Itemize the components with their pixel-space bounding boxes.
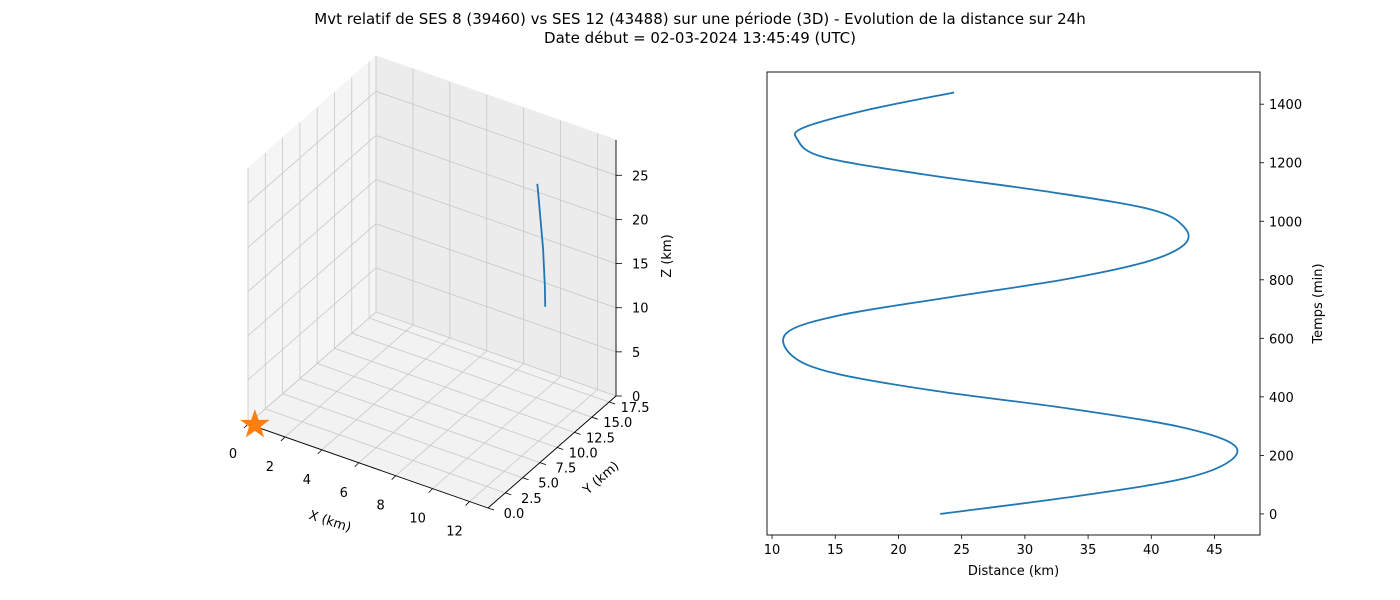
x-tick-label-2d: 15 <box>827 543 844 558</box>
axes-3d-data <box>240 183 547 438</box>
grid-z-backwall <box>375 179 617 264</box>
x-tick-label-2d: 35 <box>1080 543 1097 558</box>
z-tick-label-3d: 20 <box>632 213 649 228</box>
z-tick-label-3d: 15 <box>632 258 649 273</box>
x-tick-label-2d: 30 <box>1017 543 1034 558</box>
y-tick-label-2d: 1400 <box>1269 98 1302 113</box>
grid-z-leftwall <box>247 91 377 204</box>
grid-z-leftwall <box>247 223 377 337</box>
y-tick-3d <box>557 447 564 450</box>
grid-z-backwall <box>375 135 617 220</box>
y-tick-3d <box>487 507 495 511</box>
y-axis-label-2d: Temps (min) <box>1311 263 1326 344</box>
plot-frame <box>766 71 1261 536</box>
y-tick-label-3d: 10.0 <box>569 446 598 461</box>
grid-z-backwall <box>375 311 617 397</box>
y-tick-label-2d: 0 <box>1269 508 1277 523</box>
y-tick-3d <box>505 492 512 496</box>
x-tick-label-2d: 40 <box>1143 543 1160 558</box>
x-tick-3d <box>280 436 286 442</box>
grid-z-backwall <box>375 267 617 353</box>
grid-y-floor <box>334 347 575 433</box>
y-tick-label-3d: 7.5 <box>556 462 577 477</box>
grid-x-floor <box>358 350 488 464</box>
y-tick-3d <box>608 401 616 405</box>
z-tick-label-3d: 25 <box>632 169 649 184</box>
axes-2d-data <box>782 91 1239 515</box>
y-axis-label-3d: Y (km) <box>580 459 623 499</box>
y-tick-label-3d: 5.0 <box>538 477 559 492</box>
z-tick-label-3d: 5 <box>632 346 640 361</box>
y-tick-label-2d: 400 <box>1269 391 1294 406</box>
x-tick-3d <box>317 449 323 455</box>
x-tick-3d <box>428 488 433 493</box>
y-tick-3d <box>539 462 547 465</box>
y-tick-3d <box>591 416 598 420</box>
star-marker <box>240 409 270 438</box>
grid-x-floor <box>321 337 451 451</box>
y-tick-label-2d: 1200 <box>1269 157 1302 172</box>
trajectory-line-3d <box>536 183 547 307</box>
grid-x-floor <box>469 389 598 502</box>
x-tick-3d <box>354 462 360 468</box>
x-tick-label-3d: 2 <box>266 460 274 475</box>
figure-title-line1: Mvt relatif de SES 8 (39460) vs SES 12 (… <box>314 10 1086 28</box>
x-tick-label-2d: 20 <box>890 543 907 558</box>
y-tick-label-3d: 0.0 <box>504 507 525 522</box>
y-tick-3d <box>522 477 529 481</box>
x-tick-3d <box>465 501 470 506</box>
grid-x-floor <box>395 363 524 476</box>
x-axis-line-3d <box>247 423 489 509</box>
distance-curve <box>782 91 1239 515</box>
grid-z-leftwall <box>247 179 377 292</box>
grid-y-floor <box>368 317 610 403</box>
x-tick-label-2d: 45 <box>1206 543 1223 558</box>
x-tick-label-2d: 10 <box>764 543 781 558</box>
axes-3d-ticks: 0246810120.02.55.07.510.012.515.017.5051… <box>229 140 650 540</box>
grid-y-floor <box>282 393 523 479</box>
z-tick-label-3d: 0 <box>632 390 640 405</box>
x-tick-label-3d: 10 <box>409 512 426 527</box>
x-axis-label-3d: X (km) <box>307 508 353 536</box>
y-tick-label-2d: 200 <box>1269 449 1294 464</box>
grid-y-floor <box>317 363 558 448</box>
grid-y-floor <box>299 378 541 463</box>
grid-z-backwall <box>375 90 617 176</box>
y-tick-label-3d: 15.0 <box>603 416 632 431</box>
x-tick-label-3d: 4 <box>303 473 311 488</box>
x-tick-label-3d: 12 <box>446 525 463 540</box>
grid-z-leftwall <box>247 267 377 381</box>
y-tick-3d <box>574 431 581 435</box>
axes-3d: 0246810120.02.55.07.510.012.515.017.5051… <box>229 54 675 540</box>
figure-title-line2: Date début = 02-03-2024 13:45:49 (UTC) <box>544 29 856 47</box>
x-tick-label-2d: 25 <box>953 543 970 558</box>
axes-3d-panes <box>247 54 617 509</box>
z-tick-label-3d: 10 <box>632 302 649 317</box>
grid-y-floor <box>265 408 506 494</box>
y-axis-line-3d <box>487 395 617 509</box>
y-tick-label-2d: 1000 <box>1269 215 1302 230</box>
y-tick-label-3d: 17.5 <box>621 401 650 416</box>
x-tick-label-3d: 0 <box>229 447 237 462</box>
grid-z-leftwall <box>247 311 377 425</box>
grid-x-floor <box>284 324 414 438</box>
grid-z-backwall <box>375 223 617 309</box>
z-axis-label-3d: Z (km) <box>660 234 675 277</box>
x-axis-label-2d: Distance (km) <box>968 564 1059 579</box>
grid-x-floor <box>432 376 561 489</box>
grid-y-floor <box>351 332 592 418</box>
axes-2d-ticks: 10 15 20 25 30 35 40 45 0 200 400 600 800 1000 1200 140… <box>764 98 1302 558</box>
x-tick-3d <box>391 475 396 480</box>
grid-z-leftwall <box>247 135 377 248</box>
axes-3d-grid <box>247 56 617 509</box>
x-tick-label-3d: 8 <box>377 499 385 514</box>
y-tick-label-3d: 12.5 <box>586 431 615 446</box>
y-tick-label-2d: 600 <box>1269 332 1294 347</box>
axes-2d: 10 15 20 25 30 35 40 45 0 200 400 600 800 1000 1200 140… <box>764 71 1326 579</box>
y-tick-label-3d: 2.5 <box>521 492 542 507</box>
y-tick-label-2d: 800 <box>1269 274 1294 289</box>
x-tick-label-3d: 6 <box>340 486 348 501</box>
